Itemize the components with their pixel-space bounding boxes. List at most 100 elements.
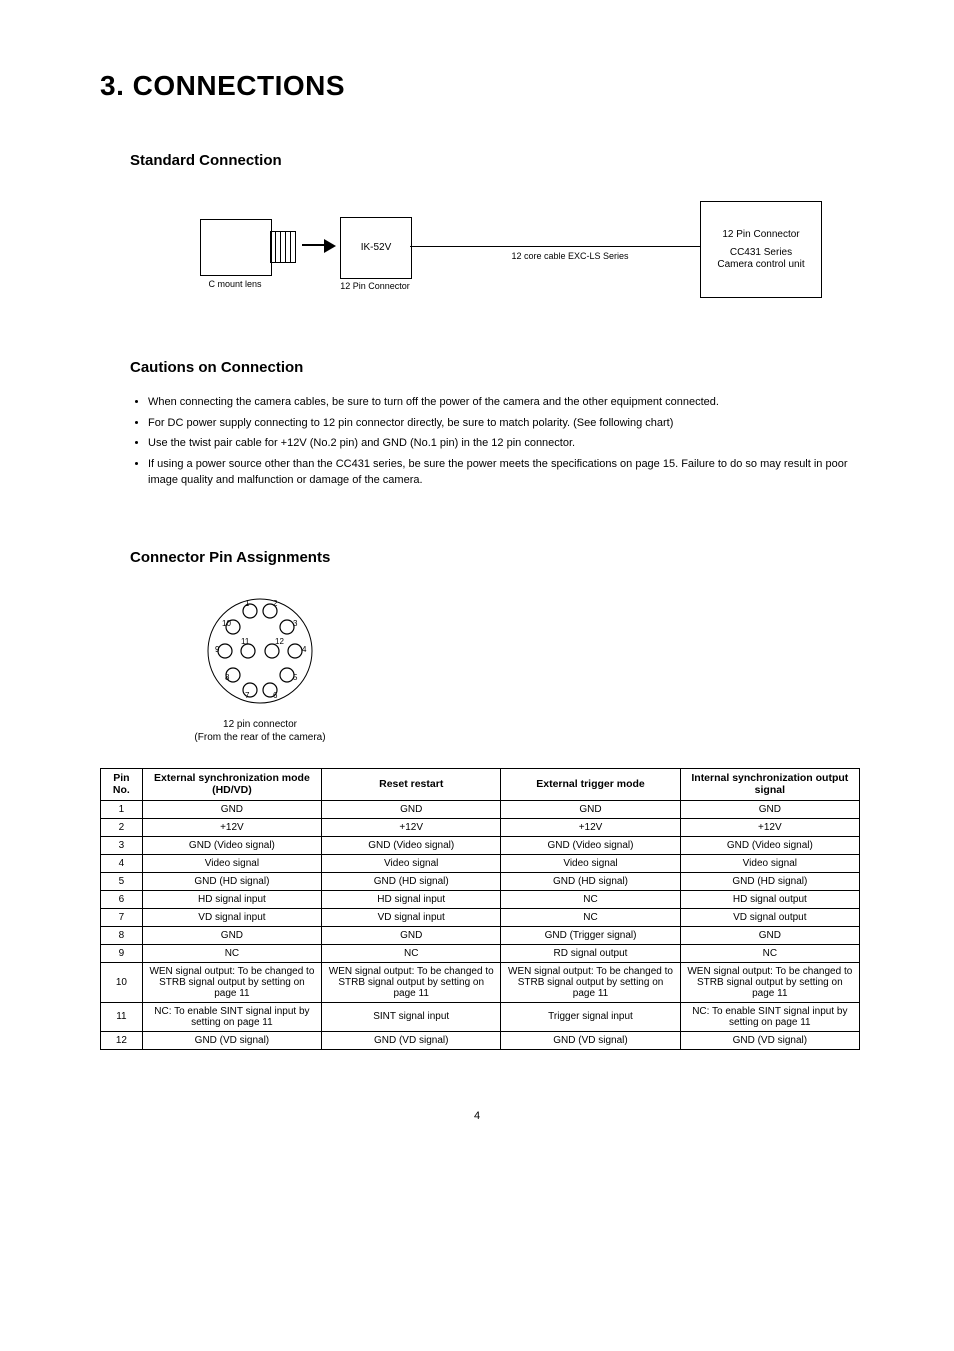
table-cell: GND [680,926,859,944]
table-cell: 10 [101,962,143,1002]
table-cell: +12V [142,818,321,836]
th-trigger: External trigger mode [501,768,680,800]
arrow-shaft [302,244,326,246]
table-cell: HD signal input [142,890,321,908]
table-row: 11NC: To enable SINT signal input by set… [101,1002,860,1031]
table-cell: 3 [101,836,143,854]
table-row: 12GND (VD signal)GND (VD signal)GND (VD … [101,1031,860,1049]
table-cell: HD signal output [680,890,859,908]
table-cell: GND (VD signal) [501,1031,680,1049]
table-cell: +12V [680,818,859,836]
table-cell: Video signal [680,854,859,872]
table-cell: WEN signal output: To be changed to STRB… [142,962,321,1002]
caution-item: For DC power supply connecting to 12 pin… [148,415,864,432]
camera-connector-label: 12 Pin Connector [325,281,425,291]
table-cell: GND [680,800,859,818]
caution-item: When connecting the camera cables, be su… [148,394,864,411]
pin-circle [265,644,279,658]
table-cell: 1 [101,800,143,818]
table-cell: GND (VD signal) [142,1031,321,1049]
table-row: 4Video signalVideo signalVideo signalVid… [101,854,860,872]
table-cell: WEN signal output: To be changed to STRB… [501,962,680,1002]
table-cell: GND (HD signal) [501,872,680,890]
table-cell: 6 [101,890,143,908]
lens-block [200,219,272,276]
table-cell: WEN signal output: To be changed to STRB… [680,962,859,1002]
chapter-title: 3. CONNECTIONS [100,70,864,102]
arrow-head-icon [324,239,336,253]
table-cell: 11 [101,1002,143,1031]
connector-diagram: 123456789101112 12 pin connector (From t… [160,584,360,744]
th-int-sync: Internal synchronization output signal [680,768,859,800]
table-cell: NC [322,944,501,962]
table-cell: +12V [322,818,501,836]
table-cell: GND [142,926,321,944]
pin-number-label: 3 [293,619,298,628]
table-cell: GND (Trigger signal) [501,926,680,944]
table-cell: NC [680,944,859,962]
connection-diagram: C mount lens IK-52V 12 Pin Connector 12 … [200,189,840,319]
table-cell: 4 [101,854,143,872]
ccu-desc: Camera control unit [717,259,804,271]
table-row: 7VD signal inputVD signal inputNCVD sign… [101,908,860,926]
table-row: 5GND (HD signal)GND (HD signal)GND (HD s… [101,872,860,890]
table-row: 8GNDGNDGND (Trigger signal)GND [101,926,860,944]
pin-circle [241,644,255,658]
table-cell: Video signal [142,854,321,872]
table-cell: SINT signal input [322,1002,501,1031]
pin-number-label: 6 [273,691,278,700]
table-cell: VD signal output [680,908,859,926]
lens-barrel-icon [270,231,300,261]
table-cell: HD signal input [322,890,501,908]
table-cell: 7 [101,908,143,926]
table-cell: GND (HD signal) [142,872,321,890]
table-cell: GND (Video signal) [142,836,321,854]
table-cell: GND [322,800,501,818]
pin-number-label: 7 [245,691,250,700]
ccu-block: 12 Pin Connector CC431 Series Camera con… [700,201,822,298]
conn-caption-2: (From the rear of the camera) [194,732,325,743]
th-ext-sync: External synchronization mode (HD/VD) [142,768,321,800]
table-cell: GND (Video signal) [680,836,859,854]
page-number: 4 [90,1110,864,1122]
table-cell: 9 [101,944,143,962]
pin-number-label: 11 [241,637,250,646]
table-cell: GND [142,800,321,818]
table-cell: GND (VD signal) [680,1031,859,1049]
ccu-conn: 12 Pin Connector [722,229,799,241]
camera-model: IK-52V [361,242,392,254]
table-cell: VD signal input [142,908,321,926]
connector-caption: 12 pin connector (From the rear of the c… [160,718,360,744]
pin-number-label: 4 [302,645,307,654]
pin-circle [280,668,294,682]
table-cell: 12 [101,1031,143,1049]
section-heading-standard: Standard Connection [130,152,864,169]
pin-number-label: 9 [215,645,220,654]
table-cell: 2 [101,818,143,836]
table-row: 6HD signal inputHD signal inputNCHD sign… [101,890,860,908]
table-cell: GND (Video signal) [501,836,680,854]
pin-circle [280,620,294,634]
table-cell: 8 [101,926,143,944]
pin-number-label: 8 [225,673,230,682]
section-heading-pins: Connector Pin Assignments [130,549,864,566]
ccu-series: CC431 Series [730,247,792,259]
lens-label: C mount lens [185,279,285,289]
pin-assignment-table: Pin No. External synchronization mode (H… [100,768,860,1050]
table-cell: NC [501,908,680,926]
caution-item: If using a power source other than the C… [148,456,864,489]
page-container: 3. CONNECTIONS Standard Connection C mou… [0,0,954,1182]
table-row: 2+12V+12V+12V+12V [101,818,860,836]
pin-number-label: 1 [245,599,250,608]
table-cell: NC: To enable SINT signal input by setti… [680,1002,859,1031]
table-cell: RD signal output [501,944,680,962]
table-row: 9NCNCRD signal outputNC [101,944,860,962]
table-cell: GND (VD signal) [322,1031,501,1049]
pin-number-label: 12 [275,637,284,646]
table-cell: GND [322,926,501,944]
table-cell: NC: To enable SINT signal input by setti… [142,1002,321,1031]
table-cell: WEN signal output: To be changed to STRB… [322,962,501,1002]
table-cell: NC [142,944,321,962]
connector-svg: 123456789101112 [185,584,335,714]
camera-block: IK-52V [340,217,412,279]
